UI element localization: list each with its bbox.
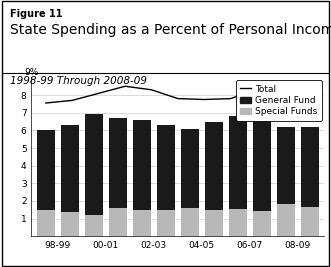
Legend: Total, General Fund, Special Funds: Total, General Fund, Special Funds — [236, 80, 322, 121]
Bar — [133, 120, 151, 236]
Bar — [253, 120, 271, 236]
Bar — [85, 115, 103, 236]
Bar — [157, 210, 175, 236]
Bar — [109, 208, 127, 236]
Bar — [181, 208, 199, 236]
Bar — [61, 211, 79, 236]
Bar — [37, 210, 55, 236]
Bar — [109, 118, 127, 236]
Bar — [157, 125, 175, 236]
Bar — [205, 121, 223, 236]
Bar — [37, 130, 55, 236]
Bar — [229, 116, 247, 236]
Text: Figure 11: Figure 11 — [10, 9, 63, 19]
Text: 9%: 9% — [24, 68, 39, 77]
Bar — [61, 125, 79, 236]
Text: State Spending as a Percent of Personal Income: State Spending as a Percent of Personal … — [10, 23, 331, 37]
Bar — [181, 129, 199, 236]
Bar — [301, 207, 319, 236]
Bar — [85, 215, 103, 236]
Bar — [301, 127, 319, 236]
Bar — [253, 211, 271, 236]
Bar — [277, 204, 295, 236]
Bar — [229, 209, 247, 236]
Bar — [277, 127, 295, 236]
Bar — [205, 210, 223, 236]
Bar — [133, 210, 151, 236]
Text: 1998-99 Through 2008-09: 1998-99 Through 2008-09 — [10, 76, 147, 86]
